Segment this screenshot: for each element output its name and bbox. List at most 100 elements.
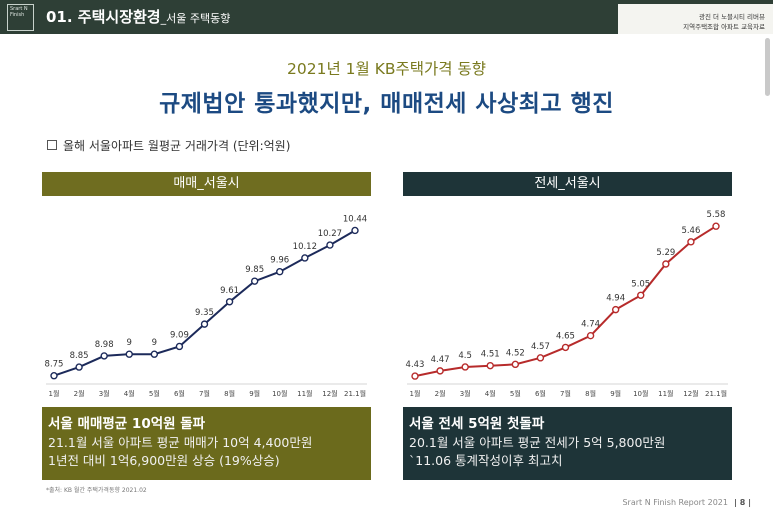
footer: Srart N Finish Report 2021 | 8 | <box>622 498 751 507</box>
data-point <box>536 354 545 362</box>
x-tick-label: 5월 <box>149 389 160 398</box>
source-note: *출처: KB 월간 주택가격동향 2021.02 <box>46 487 147 494</box>
data-label: 9.61 <box>220 286 239 296</box>
x-tick-label: 10월 <box>633 389 648 398</box>
data-point <box>561 343 570 352</box>
data-label: 4.5 <box>458 351 472 361</box>
data-label: 4.51 <box>481 350 500 360</box>
data-label: 8.85 <box>70 351 89 361</box>
data-point <box>611 305 620 314</box>
header-project-box: 광진 더 노블시티 리버뷰 지역주택조합 아파트 교육자료 <box>618 0 773 34</box>
x-tick-label: 21.1월 <box>344 389 366 398</box>
section-label-text: 올해 서울아파트 월평균 거래가격 (단위:억원) <box>63 139 291 153</box>
x-tick-label: 7월 <box>560 389 571 398</box>
data-label: 10.27 <box>318 229 342 239</box>
header-bar: Srart N Finish 01. 주택시장환경_서울 주택동향 광진 더 노… <box>0 0 773 34</box>
x-tick-label: 8월 <box>224 389 235 398</box>
data-label: 10.12 <box>293 242 317 252</box>
data-point <box>200 320 209 328</box>
logo-text: Srart N Finish <box>10 6 28 18</box>
data-point <box>150 350 159 358</box>
x-tick-label: 2월 <box>74 389 85 398</box>
sale-summary-box: 서울 매매평균 10억원 돌파 21.1월 서울 아파트 평균 매매가 10억 … <box>42 407 371 480</box>
data-point <box>250 277 259 285</box>
data-point <box>351 226 359 235</box>
jeonse-summary-heading: 서울 전세 5억원 첫돌파 <box>409 416 545 432</box>
data-label: 5.29 <box>656 248 675 258</box>
data-label: 4.52 <box>506 348 525 358</box>
data-label: 5.46 <box>681 226 700 236</box>
jeonse-panel-title: 전세_서울시 <box>403 172 732 196</box>
x-tick-label: 10월 <box>272 389 287 398</box>
data-point <box>75 363 83 371</box>
data-label: 5.58 <box>707 210 726 220</box>
x-tick-label: 12월 <box>683 389 698 398</box>
header-right-topbar <box>618 0 773 4</box>
footer-text: Srart N Finish Report 2021 <box>622 498 728 507</box>
data-point <box>586 331 595 340</box>
x-tick-label: 5월 <box>510 389 521 398</box>
data-point <box>461 363 469 371</box>
data-label: 8.75 <box>45 360 64 370</box>
section-label: 올해 서울아파트 월평균 거래가격 (단위:억원) <box>47 137 290 154</box>
main-title: 규제법안 통과했지만, 매매전세 사상최고 행진 <box>159 91 614 117</box>
data-label: 4.65 <box>556 331 575 341</box>
data-point <box>125 350 133 358</box>
data-point <box>411 372 419 380</box>
data-point <box>486 361 494 370</box>
page-header-title: 01. 주택시장환경_서울 주택동향 <box>46 6 230 27</box>
data-point <box>301 254 309 262</box>
x-tick-label: 8월 <box>585 389 596 398</box>
data-point <box>637 291 645 299</box>
data-label: 4.57 <box>531 342 550 352</box>
x-tick-label: 6월 <box>535 389 546 398</box>
data-point <box>687 238 695 246</box>
data-label: 9.96 <box>270 256 289 266</box>
data-point <box>276 268 284 276</box>
project-name: 광진 더 노블시티 리버뷰 <box>699 13 765 21</box>
sale-summary-line2: 1년전 대비 1억6,900만원 상승 (19%상승) <box>48 453 280 468</box>
subtitle: 2021년 1월 KB주택가격 동향 <box>287 60 486 78</box>
data-point <box>662 260 670 268</box>
brand-logo: Srart N Finish <box>7 4 34 31</box>
jeonse-summary-line2: `11.06 통계작성이후 최고치 <box>409 453 563 468</box>
x-tick-label: 7월 <box>199 389 210 398</box>
header-title-suffix: _서울 주택동향 <box>160 12 231 25</box>
data-point <box>225 298 234 306</box>
jeonse-summary-line1: 20.1월 서울 아파트 평균 전세가 5억 5,800만원 <box>409 435 666 450</box>
sale-panel-title: 매매_서울시 <box>42 172 371 196</box>
scrollbar[interactable] <box>765 38 770 96</box>
data-point <box>326 241 334 249</box>
page-number-value: 8 <box>739 498 746 507</box>
x-tick-label: 1월 <box>410 389 421 398</box>
data-label: 4.47 <box>431 355 450 365</box>
header-title-main: 01. 주택시장환경 <box>46 8 161 26</box>
sale-summary-line1: 21.1월 서울 아파트 평균 매매가 10억 4,400만원 <box>48 435 313 450</box>
x-tick-label: 12월 <box>322 389 337 398</box>
data-point <box>436 367 444 375</box>
x-tick-label: 4월 <box>485 389 496 398</box>
x-tick-label: 3월 <box>99 389 110 398</box>
data-point <box>100 352 108 360</box>
x-tick-label: 1월 <box>49 389 60 398</box>
data-label: 10.44 <box>343 214 367 224</box>
data-label: 9.09 <box>170 330 189 340</box>
x-tick-label: 2월 <box>435 389 446 398</box>
jeonse-line-chart: 4.43 1월 4.47 2월 4.5 3월 4.51 4월 4.52 5월 4.57 6월 4.65 7… <box>406 210 728 398</box>
data-label: 4.94 <box>606 294 625 304</box>
x-tick-label: 21.1월 <box>705 389 727 398</box>
data-point <box>511 360 520 369</box>
sale-summary-heading: 서울 매매평균 10억원 돌파 <box>48 416 206 432</box>
series-line <box>53 229 356 377</box>
project-desc: 지역주택조합 아파트 교육자료 <box>683 23 765 31</box>
jeonse-summary-box: 서울 전세 5억원 첫돌파 20.1월 서울 아파트 평균 전세가 5억 5,8… <box>403 407 732 480</box>
data-label: 4.74 <box>581 320 600 330</box>
data-label: 9.35 <box>195 308 214 318</box>
data-label: 9 <box>152 338 157 348</box>
x-tick-label: 3월 <box>460 389 471 398</box>
data-label: 9.85 <box>245 265 264 275</box>
x-tick-label: 11월 <box>297 389 312 398</box>
data-label: 8.98 <box>95 340 114 350</box>
data-point <box>175 342 184 351</box>
x-tick-label: 9월 <box>249 389 260 398</box>
